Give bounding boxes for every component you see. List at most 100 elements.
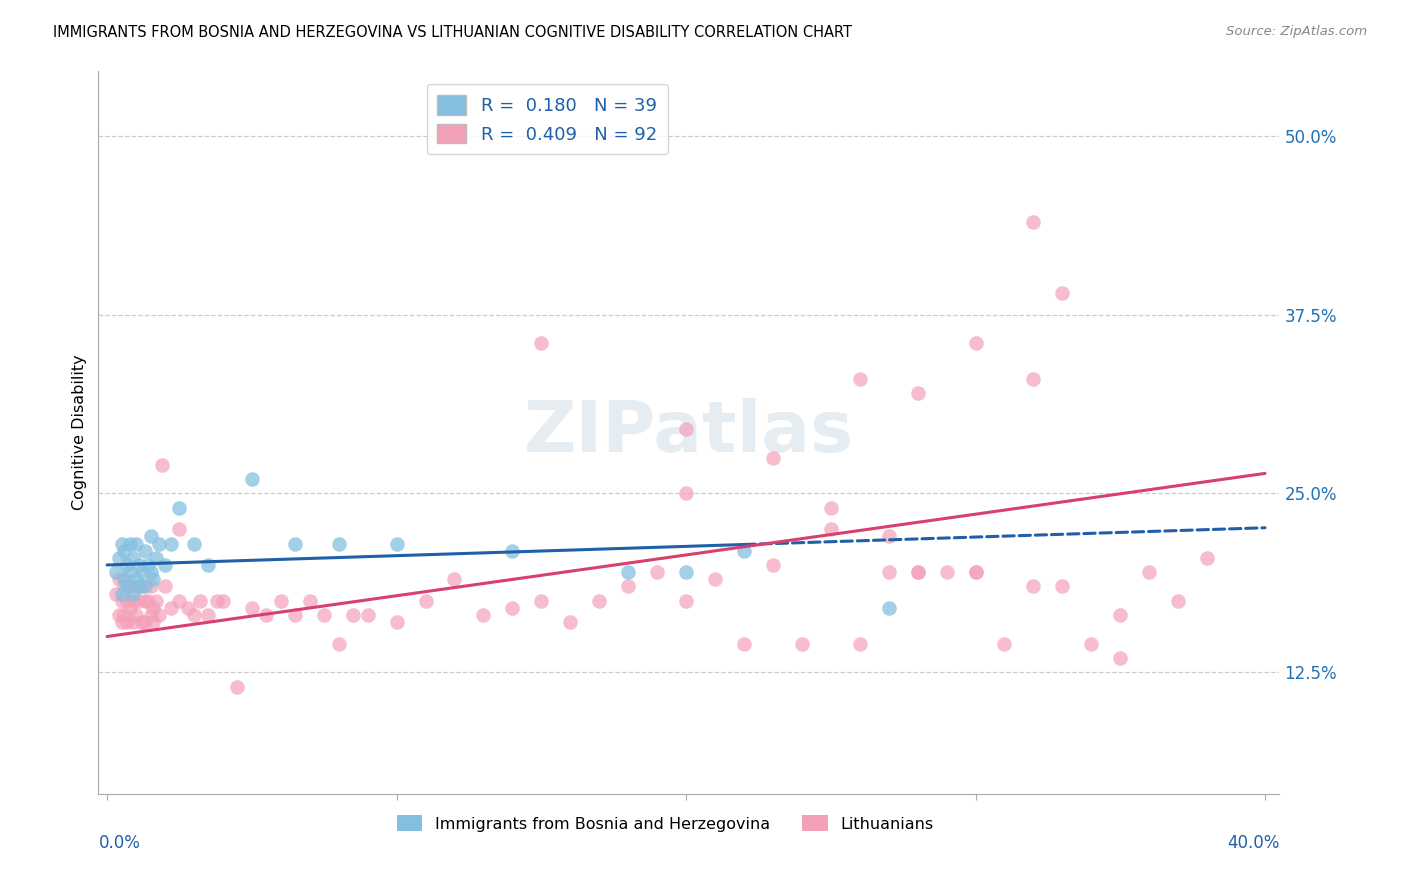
Point bbox=[877, 529, 900, 543]
Point bbox=[153, 579, 176, 593]
Point bbox=[197, 608, 219, 623]
Point bbox=[110, 586, 132, 600]
Point bbox=[328, 536, 350, 550]
Point bbox=[848, 637, 870, 651]
Point bbox=[188, 593, 211, 607]
Point bbox=[907, 386, 929, 401]
Point bbox=[122, 550, 145, 565]
Point bbox=[145, 593, 167, 607]
Point bbox=[588, 593, 610, 607]
Point bbox=[530, 336, 553, 351]
Point bbox=[443, 572, 465, 586]
Text: 40.0%: 40.0% bbox=[1227, 834, 1279, 852]
Point bbox=[169, 593, 191, 607]
Point bbox=[254, 608, 277, 623]
Point bbox=[675, 486, 697, 500]
Point bbox=[120, 565, 142, 579]
Point bbox=[1080, 637, 1102, 651]
Point bbox=[560, 615, 582, 630]
Point bbox=[1022, 214, 1045, 228]
Point bbox=[110, 593, 132, 607]
Point bbox=[1052, 286, 1074, 301]
Point bbox=[131, 579, 153, 593]
Text: Source: ZipAtlas.com: Source: ZipAtlas.com bbox=[1226, 25, 1367, 38]
Point bbox=[134, 579, 156, 593]
Point bbox=[131, 615, 153, 630]
Point bbox=[733, 543, 755, 558]
Point bbox=[965, 565, 987, 579]
Point bbox=[328, 637, 350, 651]
Point bbox=[125, 536, 148, 550]
Point bbox=[117, 615, 139, 630]
Point bbox=[617, 579, 640, 593]
Point bbox=[128, 593, 150, 607]
Point bbox=[877, 565, 900, 579]
Point bbox=[820, 522, 842, 536]
Point bbox=[114, 572, 136, 586]
Point bbox=[139, 579, 162, 593]
Point bbox=[142, 600, 165, 615]
Point bbox=[762, 558, 785, 572]
Point bbox=[148, 536, 170, 550]
Point bbox=[1022, 372, 1045, 386]
Point bbox=[120, 579, 142, 593]
Point bbox=[134, 615, 156, 630]
Point bbox=[128, 558, 150, 572]
Point bbox=[907, 565, 929, 579]
Legend: Immigrants from Bosnia and Herzegovina, Lithuanians: Immigrants from Bosnia and Herzegovina, … bbox=[391, 809, 941, 838]
Point bbox=[675, 593, 697, 607]
Point bbox=[617, 565, 640, 579]
Point bbox=[298, 593, 321, 607]
Point bbox=[1052, 579, 1074, 593]
Point bbox=[120, 536, 142, 550]
Point bbox=[107, 608, 129, 623]
Point bbox=[965, 336, 987, 351]
Point bbox=[136, 593, 159, 607]
Point bbox=[197, 558, 219, 572]
Point bbox=[139, 529, 162, 543]
Point bbox=[733, 637, 755, 651]
Point bbox=[145, 550, 167, 565]
Point bbox=[205, 593, 228, 607]
Point bbox=[139, 608, 162, 623]
Point bbox=[125, 608, 148, 623]
Point bbox=[110, 536, 132, 550]
Point bbox=[117, 558, 139, 572]
Point bbox=[385, 615, 408, 630]
Point bbox=[501, 543, 523, 558]
Point bbox=[240, 600, 263, 615]
Point bbox=[159, 536, 181, 550]
Point bbox=[134, 543, 156, 558]
Point bbox=[142, 572, 165, 586]
Point bbox=[134, 593, 156, 607]
Point bbox=[704, 572, 727, 586]
Point bbox=[1109, 608, 1132, 623]
Point bbox=[472, 608, 495, 623]
Point bbox=[110, 615, 132, 630]
Point bbox=[1137, 565, 1160, 579]
Point bbox=[117, 579, 139, 593]
Point bbox=[877, 600, 900, 615]
Point bbox=[1022, 579, 1045, 593]
Point bbox=[120, 600, 142, 615]
Text: IMMIGRANTS FROM BOSNIA AND HERZEGOVINA VS LITHUANIAN COGNITIVE DISABILITY CORREL: IMMIGRANTS FROM BOSNIA AND HERZEGOVINA V… bbox=[53, 25, 852, 40]
Point bbox=[1167, 593, 1189, 607]
Point bbox=[125, 579, 148, 593]
Point bbox=[183, 608, 205, 623]
Point bbox=[415, 593, 437, 607]
Point bbox=[114, 543, 136, 558]
Point bbox=[128, 579, 150, 593]
Point bbox=[142, 615, 165, 630]
Point bbox=[675, 422, 697, 436]
Point bbox=[159, 600, 181, 615]
Point bbox=[107, 572, 129, 586]
Point bbox=[169, 522, 191, 536]
Point bbox=[385, 536, 408, 550]
Point bbox=[136, 558, 159, 572]
Point bbox=[314, 608, 336, 623]
Point bbox=[122, 593, 145, 607]
Point bbox=[104, 565, 127, 579]
Point bbox=[150, 458, 173, 472]
Text: 0.0%: 0.0% bbox=[98, 834, 141, 852]
Point bbox=[148, 608, 170, 623]
